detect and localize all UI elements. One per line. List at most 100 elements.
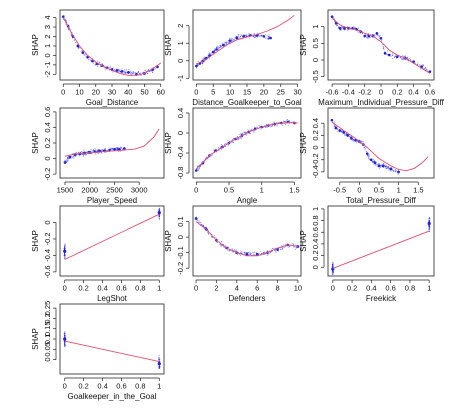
scatter-point bbox=[272, 125, 274, 127]
scatter-point bbox=[266, 34, 268, 37]
scatter-point bbox=[371, 160, 374, 162]
y-axis-title: SHAP bbox=[31, 328, 40, 350]
y-tick-label: -1 bbox=[43, 62, 52, 69]
scatter-point bbox=[158, 204, 159, 205]
scatter-point bbox=[82, 151, 84, 153]
scatter-point bbox=[207, 232, 209, 234]
scatter-point bbox=[428, 230, 431, 232]
scatter-point bbox=[403, 55, 405, 58]
scatter-point bbox=[265, 34, 267, 36]
scatter-point bbox=[394, 55, 396, 57]
scatter-point bbox=[205, 227, 207, 229]
scatter-point bbox=[128, 69, 130, 71]
scatter-point bbox=[382, 47, 384, 50]
scatter-point bbox=[225, 41, 227, 43]
scatter-point bbox=[334, 125, 336, 127]
scatter-point bbox=[158, 206, 160, 207]
scatter-point bbox=[367, 154, 370, 156]
scatter-point bbox=[118, 71, 120, 73]
scatter-point bbox=[391, 168, 394, 170]
x-axis-title: Defenders bbox=[229, 294, 266, 303]
x-tick-label: 0.4 bbox=[408, 88, 418, 97]
scatter-point bbox=[240, 250, 242, 252]
scatter-point bbox=[89, 58, 91, 60]
trend-line bbox=[196, 14, 295, 65]
scatter-point bbox=[378, 162, 380, 165]
scatter-point bbox=[388, 169, 390, 171]
x-tick-label: 0.6 bbox=[116, 382, 126, 391]
x-axis-title: Angle bbox=[237, 196, 258, 205]
data-point bbox=[377, 164, 381, 168]
scatter-point bbox=[283, 120, 285, 122]
y-tick-label: 0.2 bbox=[43, 138, 52, 148]
scatter-point bbox=[85, 54, 87, 56]
scatter-point bbox=[365, 148, 367, 150]
x-tick-label: -0.2 bbox=[358, 88, 371, 97]
scatter-point bbox=[331, 273, 334, 275]
x-tick-label: 25 bbox=[277, 88, 285, 97]
data-point bbox=[98, 149, 101, 153]
scatter-point bbox=[369, 36, 371, 38]
data-point bbox=[242, 34, 245, 38]
y-tick-label: 0 bbox=[43, 358, 52, 362]
scatter-point bbox=[341, 26, 343, 28]
data-point bbox=[120, 70, 124, 73]
scatter-point bbox=[250, 252, 252, 255]
x-tick-label: 2000 bbox=[81, 186, 98, 195]
scatter-point bbox=[233, 39, 235, 41]
trend-line bbox=[62, 17, 162, 76]
data-point bbox=[296, 245, 300, 248]
scatter-point bbox=[367, 155, 369, 157]
scatter-point bbox=[241, 252, 244, 254]
chart-goal_distance: 0 10 20 30 40 50 60 -2 -1 0 1 2 3 4 Goal_Distance SHAP bbox=[31, 9, 165, 107]
data-point bbox=[86, 55, 89, 59]
scatter-point bbox=[67, 158, 69, 160]
data-layer bbox=[194, 216, 300, 257]
scatter-point bbox=[292, 121, 294, 123]
x-tick-label: 0.6 bbox=[385, 284, 395, 293]
y-tick-label: 0.2 bbox=[311, 130, 320, 140]
y-tick-label: 2 bbox=[43, 34, 52, 38]
scatter-point bbox=[198, 60, 200, 62]
scatter-point bbox=[281, 124, 283, 126]
trend-line bbox=[195, 122, 298, 170]
x-tick-label: 10 bbox=[75, 88, 83, 97]
y-tick-label: 0 bbox=[311, 58, 320, 62]
scatter-point bbox=[392, 169, 394, 171]
scatter-point bbox=[253, 35, 256, 37]
data-point bbox=[113, 147, 116, 151]
scatter-point bbox=[98, 152, 100, 155]
scatter-point bbox=[236, 136, 238, 138]
scatter-point bbox=[226, 142, 228, 144]
x-tick-label: 40 bbox=[124, 88, 132, 97]
scatter-point bbox=[208, 57, 211, 59]
y-tick-label: 0.4 bbox=[311, 118, 320, 128]
scatter-point bbox=[283, 244, 285, 246]
scatter-point bbox=[368, 158, 370, 160]
plot-frame bbox=[192, 9, 302, 81]
scatter-point bbox=[111, 149, 114, 151]
scatter-point bbox=[287, 124, 289, 126]
y-tick-label: 0.1 bbox=[43, 334, 52, 344]
scatter-point bbox=[158, 367, 160, 370]
scatter-point bbox=[208, 53, 210, 55]
scatter-point bbox=[234, 37, 236, 39]
x-tick-label: 0.8 bbox=[135, 382, 145, 391]
scatter-point bbox=[155, 67, 157, 69]
scatter-point bbox=[267, 39, 269, 41]
scatter-point bbox=[386, 53, 388, 56]
x-tick-label: 0 bbox=[61, 88, 65, 97]
scatter-point bbox=[84, 53, 86, 55]
scatter-point bbox=[343, 29, 345, 31]
scatter-point bbox=[236, 249, 238, 251]
scatter-point bbox=[259, 35, 261, 37]
scatter-point bbox=[239, 255, 241, 257]
scatter-point bbox=[220, 46, 222, 48]
data-point bbox=[63, 249, 67, 253]
scatter-point bbox=[229, 140, 231, 143]
x-axis-title: Distance_Goalkeeper_to_Goal bbox=[192, 98, 302, 107]
x-tick-label: 1.5 bbox=[289, 186, 299, 195]
scatter-point bbox=[373, 158, 375, 161]
x-tick-label: 0.2 bbox=[78, 284, 88, 293]
scatter-point bbox=[150, 70, 152, 72]
